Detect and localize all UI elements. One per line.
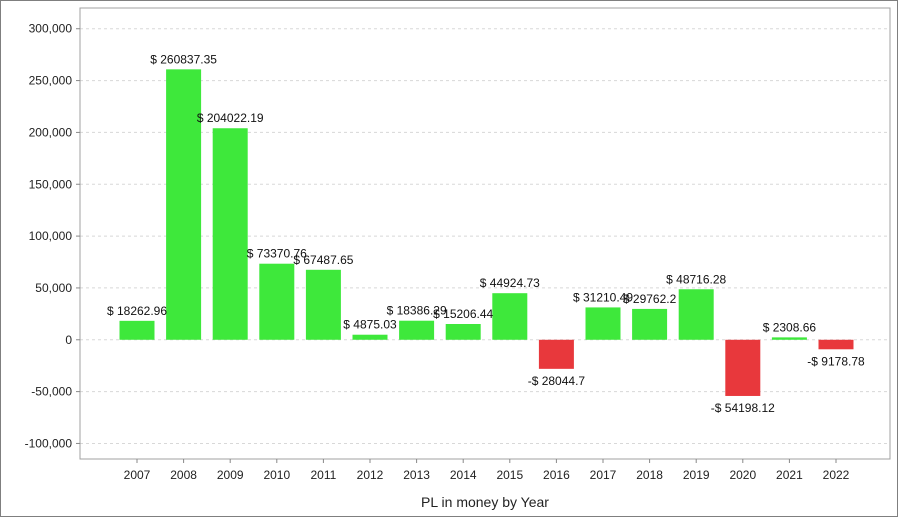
- bar-2013: [399, 320, 435, 340]
- x-tick-label: 2016: [543, 468, 570, 482]
- bar-2010: [259, 263, 295, 340]
- x-tick-label: 2019: [683, 468, 710, 482]
- x-tick-label: 2010: [263, 468, 290, 482]
- data-label-2021: $ 2308.66: [763, 320, 817, 334]
- x-axis-title: PL in money by Year: [421, 494, 549, 510]
- data-label-2018: $ 29762.2: [623, 292, 677, 306]
- bar-2007: [119, 320, 155, 340]
- data-label-2009: $ 204022.19: [197, 111, 264, 125]
- y-tick-label: -100,000: [25, 436, 73, 450]
- data-label-2020: -$ 54198.12: [711, 401, 775, 415]
- bar-2009: [212, 128, 248, 340]
- data-label-2019: $ 48716.28: [666, 272, 726, 286]
- data-label-2008: $ 260837.35: [150, 52, 217, 66]
- y-tick-label: 200,000: [29, 125, 73, 139]
- y-tick-label: 150,000: [29, 177, 73, 191]
- y-tick-label: 50,000: [35, 281, 72, 295]
- x-axis: 2007 2008 2009 2010 2011 2012 2013 2014 2015 2016…: [124, 459, 850, 482]
- y-tick-label: 0: [65, 333, 72, 347]
- data-label-2015: $ 44924.73: [480, 276, 540, 290]
- x-tick-label: 2015: [496, 468, 523, 482]
- x-tick-label: 2014: [450, 468, 477, 482]
- data-label-2012: $ 4875.03: [343, 318, 397, 332]
- y-axis: -100,000 -50,000 0 50,000 100,000 150,000 200,…: [25, 22, 80, 450]
- bar-2016: [538, 339, 574, 369]
- bar-2015: [492, 293, 528, 340]
- bar-2021: [771, 337, 807, 340]
- data-label-2022: -$ 9178.78: [807, 354, 865, 368]
- bar-2011: [305, 269, 341, 340]
- bar-2012: [352, 334, 388, 340]
- y-tick-label: 250,000: [29, 74, 73, 88]
- x-tick-label: 2013: [403, 468, 430, 482]
- data-label-2011: $ 67487.65: [293, 253, 353, 267]
- x-tick-label: 2022: [823, 468, 850, 482]
- data-labels: $ 18262.96 $ 260837.35 $ 204022.19 $ 73370.…: [107, 52, 865, 415]
- data-label-2010: $ 73370.76: [247, 247, 307, 261]
- bar-2014: [445, 324, 481, 340]
- grid-lines: [80, 28, 890, 444]
- bar-2017: [585, 307, 621, 340]
- data-label-2013: $ 18386.29: [387, 304, 447, 318]
- data-label-2014: $ 15206.44: [433, 307, 493, 321]
- bar-2022: [818, 339, 854, 350]
- data-label-2007: $ 18262.96: [107, 304, 167, 318]
- x-tick-label: 2021: [776, 468, 803, 482]
- bar-2020: [725, 339, 761, 396]
- bar-2019: [678, 289, 714, 340]
- x-tick-label: 2020: [729, 468, 756, 482]
- x-tick-label: 2011: [310, 468, 336, 482]
- bars: [119, 69, 854, 396]
- x-tick-label: 2012: [357, 468, 384, 482]
- y-tick-label: 100,000: [29, 229, 73, 243]
- data-label-2016: -$ 28044.7: [528, 374, 586, 388]
- data-label-2017: $ 31210.49: [573, 290, 633, 304]
- bar-2008: [166, 69, 202, 340]
- y-tick-label: -50,000: [31, 385, 72, 399]
- x-tick-label: 2017: [590, 468, 617, 482]
- bar-2018: [632, 308, 668, 340]
- x-tick-label: 2018: [636, 468, 663, 482]
- x-tick-label: 2008: [170, 468, 197, 482]
- x-tick-label: 2009: [217, 468, 244, 482]
- y-tick-label: 300,000: [29, 22, 73, 36]
- x-tick-label: 2007: [124, 468, 151, 482]
- plot-area: [79, 7, 891, 460]
